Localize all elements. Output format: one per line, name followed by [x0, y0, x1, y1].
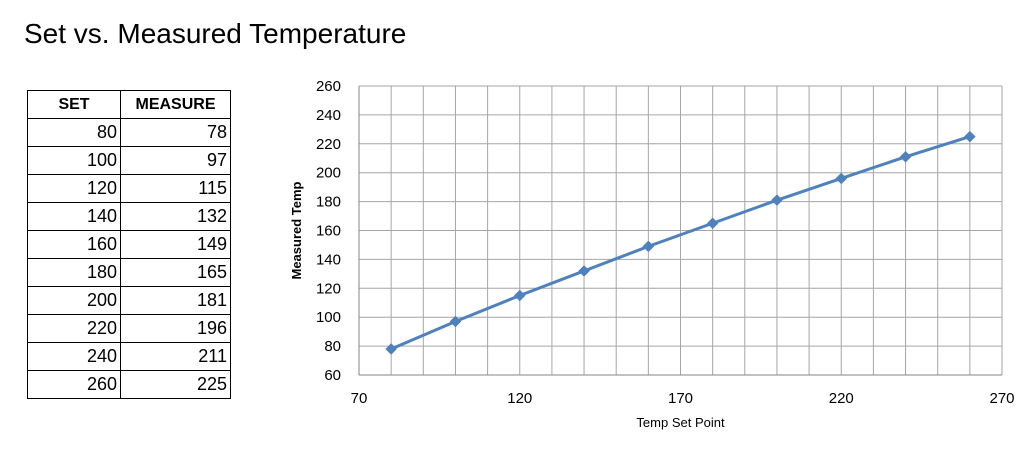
- set-cell: 160: [27, 230, 121, 259]
- data-point: [449, 315, 462, 328]
- table-row: 240 211: [27, 342, 231, 371]
- data-point: [513, 289, 526, 302]
- set-cell: 100: [27, 146, 121, 175]
- chart-axes: [358, 86, 1002, 376]
- chart-series: [385, 130, 976, 355]
- data-point: [899, 150, 912, 163]
- x-axis-title: Temp Set Point: [636, 415, 725, 430]
- measure-cell: 196: [120, 314, 231, 343]
- y-tick-label: 240: [316, 107, 341, 124]
- table-row: 200 181: [27, 286, 231, 315]
- table-header-row: SET MEASURE: [27, 90, 231, 119]
- y-tick-label: 180: [316, 194, 341, 211]
- data-point: [771, 194, 783, 207]
- y-tick-label: 140: [316, 251, 341, 268]
- set-cell: 140: [27, 202, 121, 231]
- x-tick-label: 170: [668, 390, 693, 407]
- column-header-measure: MEASURE: [120, 90, 231, 119]
- set-cell: 180: [27, 258, 121, 287]
- table-row: 160 149: [27, 230, 231, 259]
- data-point: [835, 172, 848, 185]
- data-point: [706, 217, 719, 230]
- table-row: 260 225: [27, 370, 231, 399]
- data-point: [385, 343, 398, 355]
- set-cell: 220: [27, 314, 121, 343]
- measure-cell: 211: [120, 342, 231, 371]
- measure-cell: 181: [120, 286, 231, 315]
- measure-cell: 149: [120, 230, 231, 259]
- y-tick-label: 80: [324, 338, 341, 355]
- x-tick-label: 120: [507, 390, 532, 407]
- measure-cell: 97: [120, 146, 231, 175]
- y-tick-label: 160: [316, 223, 341, 240]
- y-tick-label: 220: [316, 136, 341, 153]
- table-row: 120 115: [27, 174, 231, 203]
- chart-grid: [358, 85, 1003, 376]
- table-row: 180 165: [27, 258, 231, 287]
- y-tick-label: 260: [316, 78, 341, 95]
- y-tick-label: 100: [316, 309, 341, 326]
- measure-cell: 225: [120, 370, 231, 399]
- y-tick-label: 200: [316, 165, 341, 182]
- measure-cell: 132: [120, 202, 231, 231]
- set-cell: 120: [27, 174, 121, 203]
- table-row: 220 196: [27, 314, 231, 343]
- table-row: 140 132: [27, 202, 231, 231]
- y-tick-label: 120: [316, 280, 341, 297]
- table-row: 100 97: [27, 146, 231, 175]
- set-cell: 80: [27, 118, 121, 147]
- series-line: [390, 135, 971, 351]
- data-point: [642, 240, 655, 253]
- column-header-set: SET: [27, 90, 121, 119]
- x-tick-label: 70: [351, 390, 368, 407]
- x-tick-label: 270: [989, 390, 1014, 407]
- data-table: SET MEASURE 80 78 100 97 120 115 140 132 160…: [27, 90, 231, 399]
- y-axis-title: Measured Temp: [289, 181, 304, 279]
- y-tick-label: 60: [324, 367, 341, 384]
- data-point: [578, 265, 590, 277]
- page-title: Set vs. Measured Temperature: [24, 18, 407, 49]
- chart-labels: 60 80 100 120 140 160 180 200 220 240 260 70 120 170 2…: [289, 78, 1015, 430]
- x-tick-label: 220: [829, 390, 854, 407]
- data-point: [963, 130, 976, 143]
